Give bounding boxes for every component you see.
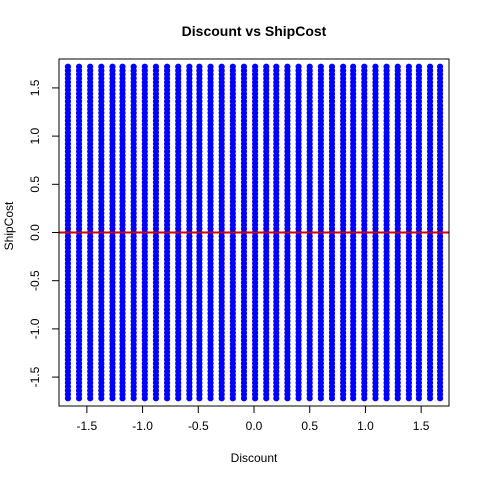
x-axis: -1.5 -1.0 -0.5 0.0 0.5 1.0 1.5 bbox=[77, 405, 430, 433]
point-column bbox=[372, 63, 379, 402]
point-column bbox=[87, 63, 94, 402]
data-point bbox=[383, 63, 390, 70]
x-tick-label: 1.5 bbox=[413, 419, 430, 433]
data-point bbox=[415, 63, 423, 70]
data-point bbox=[229, 63, 236, 70]
point-column bbox=[207, 63, 214, 402]
data-point bbox=[186, 63, 193, 70]
point-column bbox=[426, 63, 434, 402]
y-tick-label: -1.5 bbox=[28, 366, 42, 387]
x-tick-label: -1.0 bbox=[132, 419, 153, 433]
data-point bbox=[252, 63, 259, 70]
point-column bbox=[340, 63, 347, 402]
data-point bbox=[263, 63, 270, 70]
point-column bbox=[263, 63, 270, 402]
data-point bbox=[328, 63, 336, 70]
point-column bbox=[119, 63, 126, 402]
point-column bbox=[130, 63, 137, 402]
x-tick-label: 0.0 bbox=[246, 419, 263, 433]
data-point bbox=[130, 63, 137, 70]
data-point bbox=[317, 63, 324, 70]
point-column bbox=[75, 63, 83, 402]
y-tick-label: 0.5 bbox=[28, 176, 42, 193]
data-point bbox=[87, 63, 94, 70]
y-tick-label: -1.0 bbox=[28, 318, 42, 339]
x-tick-label: -0.5 bbox=[188, 419, 209, 433]
point-column bbox=[186, 63, 193, 402]
data-point bbox=[405, 63, 412, 70]
data-point bbox=[196, 63, 203, 70]
point-column bbox=[109, 63, 116, 402]
data-point bbox=[372, 63, 379, 70]
y-tick-label: 0.0 bbox=[28, 224, 42, 241]
point-column bbox=[240, 63, 248, 402]
data-point bbox=[240, 63, 248, 70]
data-point bbox=[207, 63, 214, 70]
point-column bbox=[306, 63, 313, 402]
point-column bbox=[252, 63, 259, 402]
point-column bbox=[152, 63, 160, 402]
x-tick-label: -1.5 bbox=[77, 419, 98, 433]
point-column bbox=[361, 63, 368, 402]
chart-title: Discount vs ShipCost bbox=[182, 23, 327, 39]
data-point bbox=[295, 63, 302, 70]
point-column bbox=[436, 63, 444, 402]
x-axis-label: Discount bbox=[231, 451, 278, 465]
data-point bbox=[141, 63, 148, 70]
point-column bbox=[284, 63, 291, 402]
data-point bbox=[306, 63, 313, 70]
data-point bbox=[284, 63, 291, 70]
data-point bbox=[152, 63, 160, 70]
point-column bbox=[328, 63, 336, 402]
point-column bbox=[383, 63, 390, 402]
data-point bbox=[119, 63, 126, 70]
data-point bbox=[75, 63, 83, 70]
point-column bbox=[350, 63, 357, 402]
point-column bbox=[295, 63, 302, 402]
point-column bbox=[394, 63, 401, 402]
point-column bbox=[229, 63, 236, 402]
data-point bbox=[361, 63, 368, 70]
y-tick-label: 1.0 bbox=[28, 127, 42, 144]
y-axis: -1.5 -1.0 -0.5 0.0 0.5 1.0 1.5 bbox=[28, 79, 60, 387]
x-tick-label: 0.5 bbox=[301, 419, 318, 433]
data-point bbox=[350, 63, 357, 70]
y-tick-label: 1.5 bbox=[28, 79, 42, 96]
x-tick-label: 1.0 bbox=[357, 419, 374, 433]
data-point bbox=[426, 63, 434, 70]
y-axis-label: ShipCost bbox=[2, 201, 16, 250]
point-column bbox=[64, 63, 72, 402]
point-column bbox=[175, 63, 182, 402]
data-point bbox=[64, 63, 72, 70]
data-point bbox=[394, 63, 401, 70]
point-column bbox=[405, 63, 412, 402]
points-layer bbox=[64, 63, 444, 402]
data-point bbox=[273, 63, 280, 70]
point-column bbox=[218, 63, 225, 402]
point-column bbox=[415, 63, 423, 402]
data-point bbox=[436, 63, 444, 70]
data-point bbox=[340, 63, 347, 70]
data-point bbox=[98, 63, 105, 70]
data-point bbox=[163, 63, 171, 70]
point-column bbox=[273, 63, 280, 402]
point-column bbox=[163, 63, 171, 402]
data-point bbox=[175, 63, 182, 70]
point-column bbox=[196, 63, 203, 402]
point-column bbox=[141, 63, 148, 402]
data-point bbox=[218, 63, 225, 70]
y-tick-label: -0.5 bbox=[28, 270, 42, 291]
data-point bbox=[109, 63, 116, 70]
